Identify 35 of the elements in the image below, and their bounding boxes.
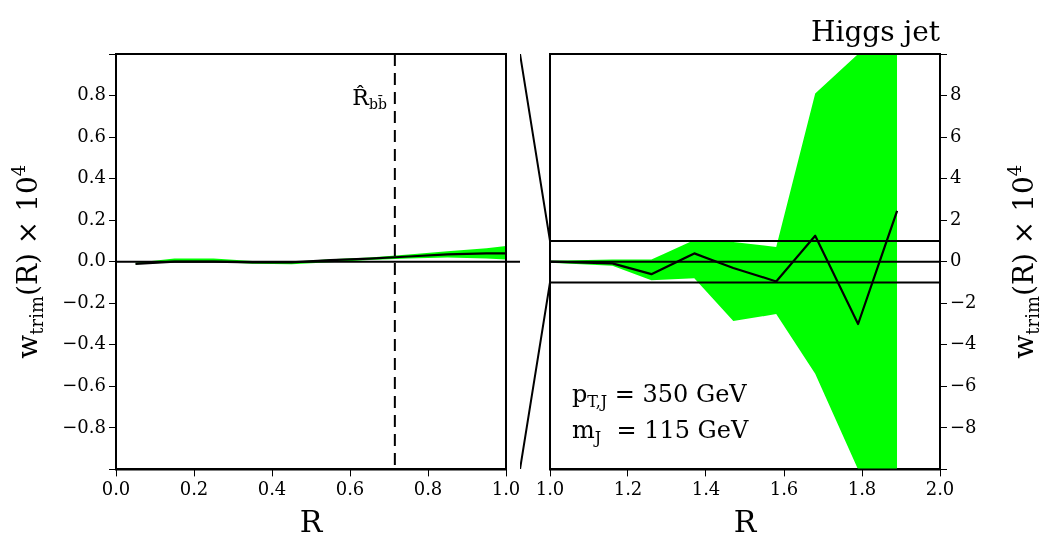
x-tick-label: 1.6 bbox=[769, 477, 799, 499]
y2-tick-label: 2 bbox=[950, 207, 962, 229]
x-axis-title: R bbox=[299, 503, 324, 539]
x-tick-label: 1.8 bbox=[847, 477, 877, 499]
y-tick-label: 0.6 bbox=[77, 124, 106, 146]
y2-tick-label: 0 bbox=[950, 249, 962, 271]
y-tick-label: −0.8 bbox=[62, 415, 106, 437]
x-tick-label: 1.0 bbox=[535, 477, 565, 499]
y2-tick-label: −6 bbox=[950, 373, 977, 395]
x-tick-label: 1.4 bbox=[691, 477, 721, 499]
y2-tick-label: −8 bbox=[950, 415, 977, 437]
y-tick-label: −0.4 bbox=[62, 332, 106, 354]
y-tick-label: 0.8 bbox=[77, 83, 106, 105]
x-tick-label: 2.0 bbox=[925, 477, 955, 499]
x-tick-label: 1.0 bbox=[491, 477, 521, 499]
y-tick-label: 0.0 bbox=[77, 249, 106, 271]
y-tick-label: −0.2 bbox=[62, 290, 106, 312]
y2-tick-label: 6 bbox=[950, 124, 962, 146]
y2-tick-label: 8 bbox=[950, 83, 962, 105]
y-tick-label: 0.2 bbox=[77, 207, 106, 229]
y-tick-label: −0.6 bbox=[62, 373, 106, 395]
y2-tick-label: −2 bbox=[950, 290, 977, 312]
x-axis-title: R bbox=[733, 503, 758, 539]
x-tick-label: 1.2 bbox=[613, 477, 643, 499]
y2-tick-label: 4 bbox=[950, 166, 962, 188]
x-tick-label: 0.0 bbox=[101, 477, 131, 499]
y-axis-title: wtrim(R) × 104 bbox=[7, 164, 48, 359]
x-tick-label: 0.6 bbox=[335, 477, 365, 499]
x-tick-label: 0.2 bbox=[179, 477, 209, 499]
y-tick-label: 0.4 bbox=[77, 166, 106, 188]
y2-axis-title: wtrim(R) × 104 bbox=[1003, 164, 1044, 359]
x-tick-label: 0.4 bbox=[257, 477, 287, 499]
x-tick-label: 0.8 bbox=[413, 477, 443, 499]
chart-title: Higgs jet bbox=[811, 15, 941, 49]
y2-tick-label: −4 bbox=[950, 332, 977, 354]
